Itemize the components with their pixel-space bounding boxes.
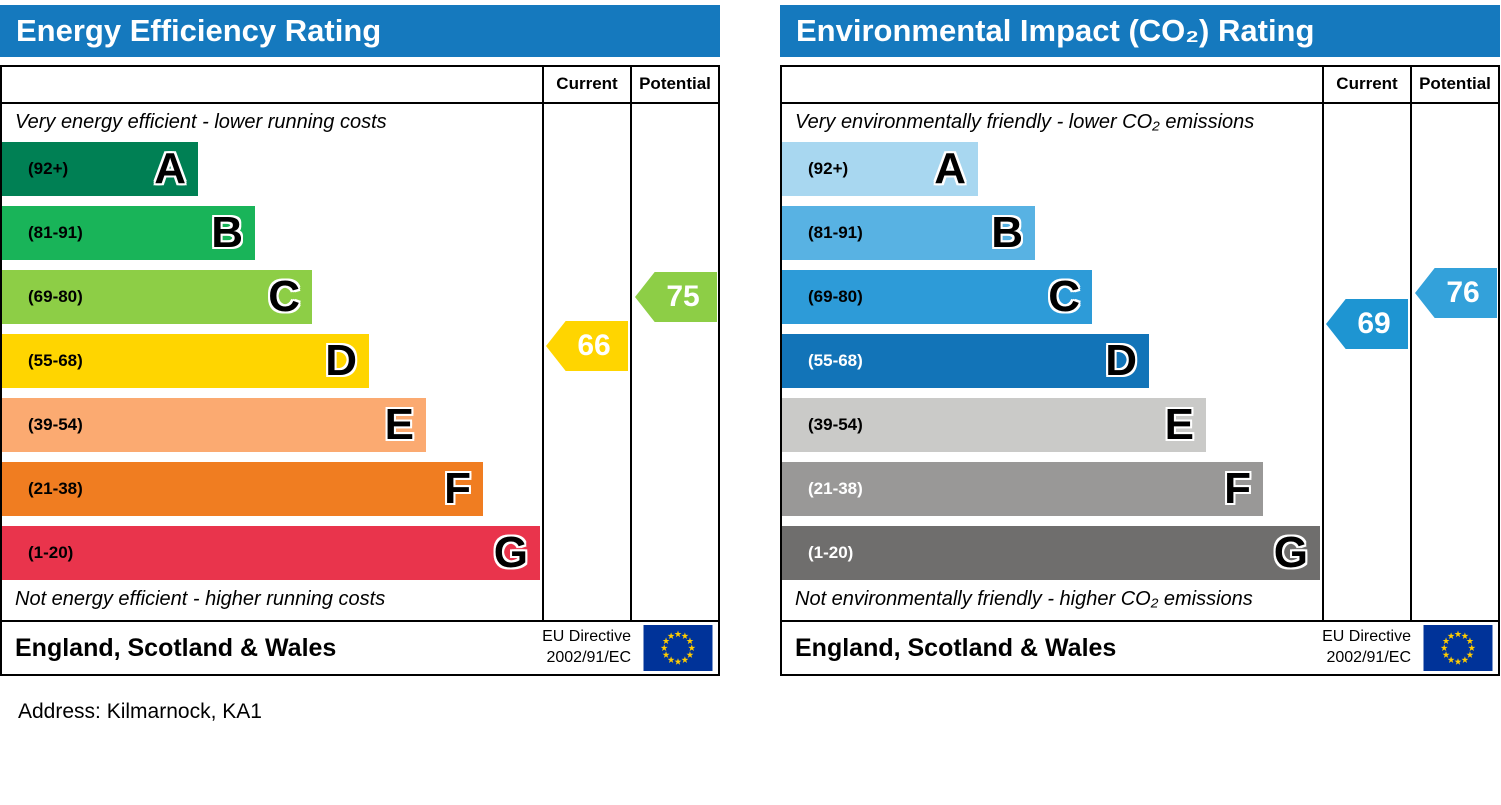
potential-rating-value: 75	[666, 280, 700, 313]
band-letter: E	[1164, 400, 1194, 449]
band-letter: D	[325, 336, 357, 385]
band-letter: B	[991, 208, 1023, 257]
band-d: (55-68) D	[782, 334, 1149, 388]
column-headers: Current Potential	[782, 67, 1498, 104]
eu-directive-label: EU Directive 2002/91/EC	[1322, 628, 1411, 666]
band-g: (1-20) G	[782, 526, 1320, 580]
current-rating-value: 69	[1357, 307, 1391, 340]
column-divider	[1322, 67, 1324, 620]
band-letter: C	[268, 272, 300, 321]
rating-table: Current Potential Very environmentally f…	[780, 65, 1500, 676]
current-column-header: Current	[1336, 74, 1398, 93]
band-f: (21-38) F	[782, 462, 1263, 516]
band-d: (55-68) D	[2, 334, 369, 388]
band-range: (92+)	[28, 159, 69, 178]
band-range: (39-54)	[28, 415, 83, 434]
band-e: (39-54) E	[782, 398, 1206, 452]
band-range: (1-20)	[808, 543, 854, 562]
potential-column-header: Potential	[1419, 74, 1491, 93]
column-divider	[630, 67, 632, 620]
band-letter: D	[1105, 336, 1137, 385]
footer: England, Scotland & Wales EU Directive 2…	[782, 620, 1498, 674]
band-e: (39-54) E	[2, 398, 426, 452]
band-range: (55-68)	[28, 351, 83, 370]
chart-title-bar: Environmental Impact (CO₂) Rating	[780, 5, 1500, 57]
band-letter: A	[934, 144, 966, 193]
band-range: (55-68)	[808, 351, 863, 370]
current-column-header: Current	[556, 74, 618, 93]
potential-column-header: Potential	[639, 74, 711, 93]
potential-rating-pointer: 75	[635, 272, 717, 322]
chart-title: Environmental Impact (CO₂) Rating	[796, 13, 1315, 48]
footer: England, Scotland & Wales EU Directive 2…	[2, 620, 718, 674]
potential-rating-value: 76	[1446, 276, 1480, 309]
band-c: (69-80) C	[2, 270, 312, 324]
band-letter: G	[1273, 528, 1308, 577]
band-range: (81-91)	[28, 223, 83, 242]
band-b: (81-91) B	[2, 206, 255, 260]
column-divider	[542, 67, 544, 620]
chart-title: Energy Efficiency Rating	[16, 13, 382, 48]
band-letter: F	[444, 464, 471, 513]
eu-directive-label: EU Directive 2002/91/EC	[542, 628, 631, 666]
band-range: (81-91)	[808, 223, 863, 242]
energy-efficiency-chart: Energy Efficiency Rating Current Potenti…	[0, 5, 720, 676]
eu-flag	[1421, 625, 1495, 671]
band-range: (92+)	[808, 159, 849, 178]
band-letter: B	[211, 208, 243, 257]
band-range: (69-80)	[808, 287, 863, 306]
eu-flag	[641, 625, 715, 671]
current-rating-pointer: 66	[546, 321, 628, 371]
band-a: (92+) A	[782, 142, 978, 196]
address-label: Address: Kilmarnock, KA1	[18, 700, 262, 723]
environmental-impact-chart: Environmental Impact (CO₂) Rating Curren…	[780, 5, 1500, 676]
band-b: (81-91) B	[782, 206, 1035, 260]
band-range: (39-54)	[808, 415, 863, 434]
column-divider	[1410, 67, 1412, 620]
potential-rating-pointer: 76	[1415, 268, 1497, 318]
band-letter: A	[154, 144, 186, 193]
top-note: Very environmentally friendly - lower CO…	[795, 111, 1255, 133]
band-range: (69-80)	[28, 287, 83, 306]
column-headers: Current Potential	[2, 67, 718, 104]
band-f: (21-38) F	[2, 462, 483, 516]
band-range: (21-38)	[28, 479, 83, 498]
band-c: (69-80) C	[782, 270, 1092, 324]
rating-table: Current Potential Very energy efficient …	[0, 65, 720, 676]
band-letter: F	[1224, 464, 1251, 513]
band-range: (21-38)	[808, 479, 863, 498]
current-rating-pointer: 69	[1326, 299, 1408, 349]
top-note: Very energy efficient - lower running co…	[15, 111, 387, 133]
chart-title-bar: Energy Efficiency Rating	[0, 5, 720, 57]
bottom-note: Not environmentally friendly - higher CO…	[795, 588, 1253, 610]
band-range: (1-20)	[28, 543, 74, 562]
region-label: England, Scotland & Wales	[15, 633, 337, 662]
current-rating-value: 66	[577, 329, 611, 362]
band-letter: E	[384, 400, 414, 449]
band-a: (92+) A	[2, 142, 198, 196]
band-letter: C	[1048, 272, 1080, 321]
bottom-note: Not energy efficient - higher running co…	[15, 588, 386, 610]
region-label: England, Scotland & Wales	[795, 633, 1117, 662]
band-letter: G	[493, 528, 528, 577]
band-g: (1-20) G	[2, 526, 540, 580]
